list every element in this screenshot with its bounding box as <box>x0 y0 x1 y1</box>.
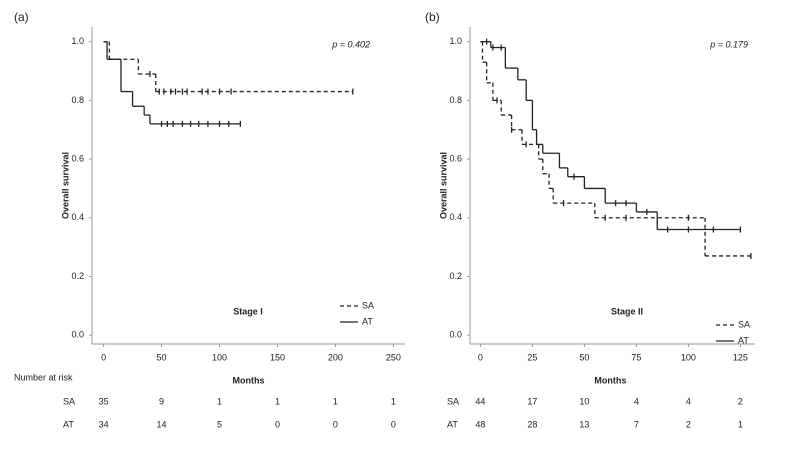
x-axis-label: Months <box>233 375 265 385</box>
risk-count: 1 <box>333 396 338 406</box>
risk-count: 2 <box>738 396 743 406</box>
risk-count: 1 <box>275 396 280 406</box>
legend-label: SA <box>362 300 374 310</box>
x-tick-label: 50 <box>579 352 589 362</box>
y-tick-label: 0.6 <box>449 153 462 163</box>
risk-count: 0 <box>275 419 280 429</box>
p-value: p = 0.402 <box>331 39 370 49</box>
y-tick-label: 0.0 <box>449 330 462 340</box>
risk-count: 1 <box>217 396 222 406</box>
risk-count: 35 <box>99 396 109 406</box>
x-tick-label: 75 <box>631 352 641 362</box>
x-tick-label: 250 <box>386 352 401 362</box>
risk-row-label: SA <box>447 396 459 406</box>
y-tick-label: 0.0 <box>71 330 84 340</box>
risk-row-label: AT <box>63 419 74 429</box>
x-tick-label: 25 <box>527 352 537 362</box>
p-value: p = 0.179 <box>709 39 748 49</box>
x-tick-label: 0 <box>101 352 106 362</box>
y-tick-label: 0.4 <box>449 212 462 222</box>
y-tick-label: 0.8 <box>449 95 462 105</box>
legend-label: SA <box>738 319 750 329</box>
y-tick-label: 0.8 <box>71 95 84 105</box>
risk-count: 4 <box>634 396 639 406</box>
y-axis-label: Overall survival <box>60 152 70 219</box>
risk-count: 28 <box>527 419 537 429</box>
x-tick-label: 0 <box>478 352 483 362</box>
y-tick-label: 0.2 <box>71 271 84 281</box>
panel-title: Stage I <box>233 306 263 316</box>
risk-count: 7 <box>634 419 639 429</box>
y-tick-label: 0.6 <box>71 153 84 163</box>
legend-label: AT <box>738 335 749 345</box>
risk-count: 9 <box>159 396 164 406</box>
risk-count: 2 <box>686 419 691 429</box>
risk-row-label: AT <box>447 419 458 429</box>
x-axis-label: Months <box>594 375 626 385</box>
y-tick-label: 0.2 <box>449 271 462 281</box>
panel-label: (b) <box>425 10 440 24</box>
y-tick-label: 1.0 <box>71 36 84 46</box>
risk-count: 0 <box>391 419 396 429</box>
x-tick-label: 125 <box>733 352 748 362</box>
risk-count: 10 <box>579 396 589 406</box>
risk-count: 0 <box>333 419 338 429</box>
risk-row-label: SA <box>63 396 75 406</box>
x-tick-label: 50 <box>157 352 167 362</box>
y-tick-label: 0.4 <box>71 212 84 222</box>
risk-count: 17 <box>527 396 537 406</box>
panel-label: (a) <box>14 10 29 24</box>
x-tick-label: 100 <box>212 352 227 362</box>
risk-count: 1 <box>391 396 396 406</box>
x-tick-label: 150 <box>270 352 285 362</box>
risk-count: 4 <box>686 396 691 406</box>
y-tick-label: 1.0 <box>449 36 462 46</box>
risk-table-title: Number at risk <box>14 372 73 382</box>
x-tick-label: 100 <box>681 352 696 362</box>
risk-count: 48 <box>475 419 485 429</box>
legend-label: AT <box>362 316 373 326</box>
risk-count: 1 <box>738 419 743 429</box>
panel-title: Stage II <box>611 306 643 316</box>
risk-count: 14 <box>157 419 167 429</box>
risk-count: 34 <box>99 419 109 429</box>
x-tick-label: 200 <box>328 352 343 362</box>
y-axis-label: Overall survival <box>438 152 448 219</box>
risk-count: 44 <box>475 396 485 406</box>
risk-count: 13 <box>579 419 589 429</box>
risk-count: 5 <box>217 419 222 429</box>
